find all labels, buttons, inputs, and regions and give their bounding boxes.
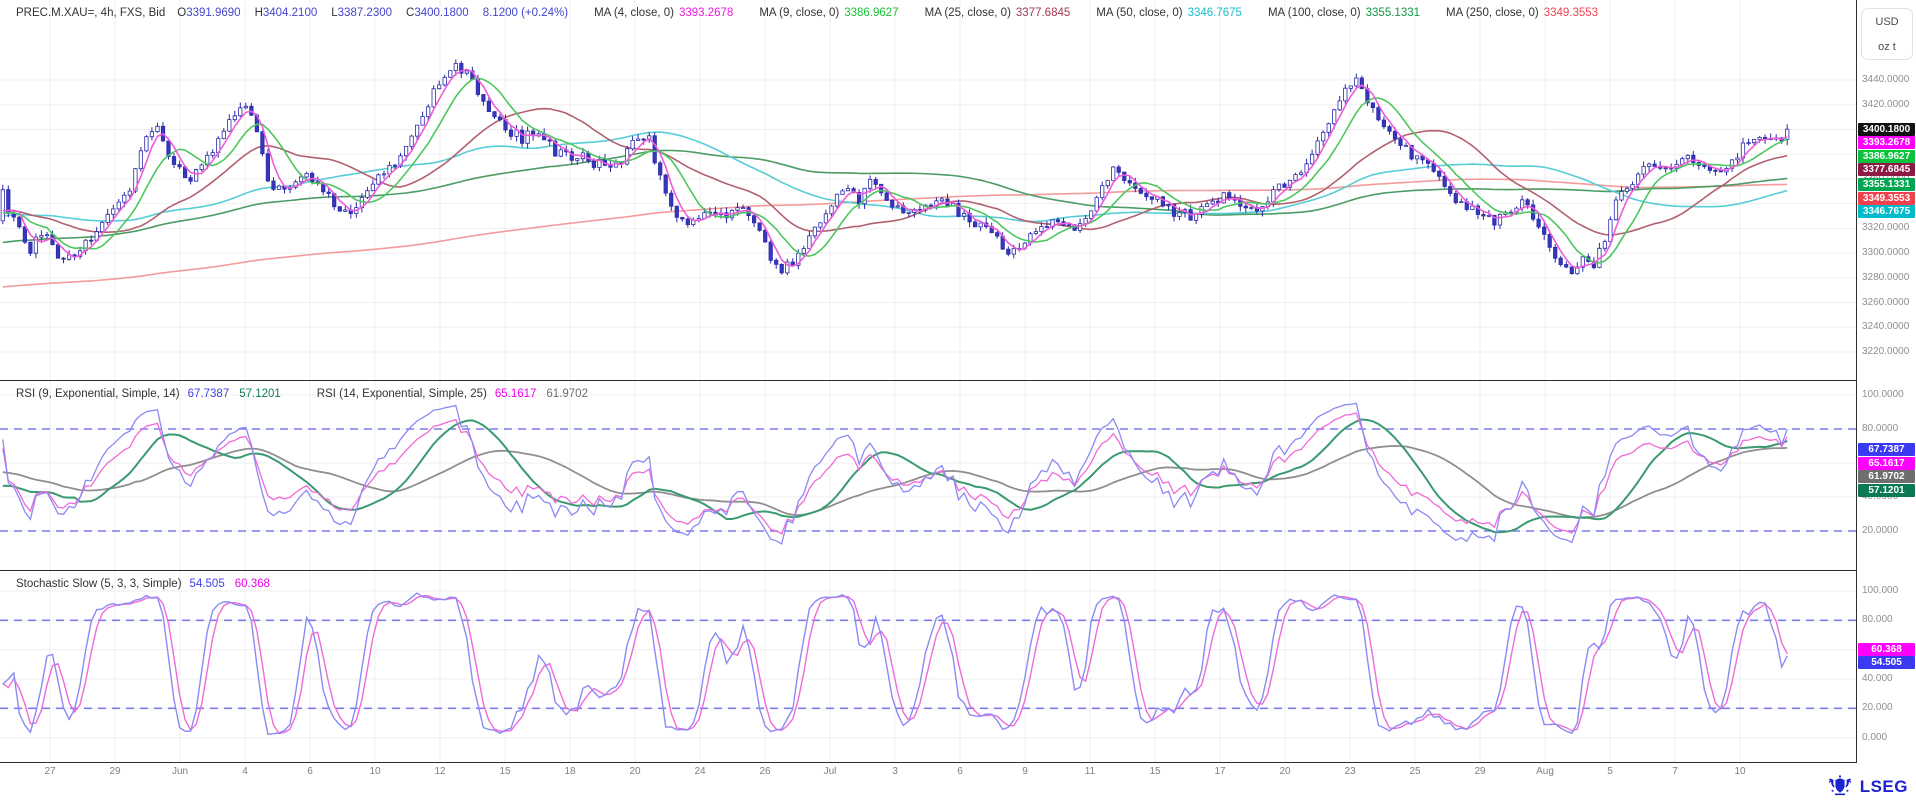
x-axis-label: 27 xyxy=(44,766,56,777)
ma-legend-item[interactable]: MA (25, close, 0) 3377.6845 xyxy=(924,7,1071,19)
x-axis-label: Jul xyxy=(823,766,837,777)
rsi-legend[interactable]: RSI (9, Exponential, Simple, 14) 67.7387 5… xyxy=(16,388,624,400)
instrument-title: PREC.M.XAU=, 4h, FXS, Bid xyxy=(16,7,166,19)
y-axis-label: 3420.0000 xyxy=(1862,98,1910,110)
x-axis-label: Aug xyxy=(1536,766,1554,777)
price-badge: 61.9702 xyxy=(1858,470,1915,484)
price-badge: 3400.1800 xyxy=(1858,122,1915,136)
y-axis-label: 3260.0000 xyxy=(1862,296,1910,308)
price-badge: 54.505 xyxy=(1858,656,1915,670)
x-axis-label: 7 xyxy=(1672,766,1678,777)
stochastic-legend[interactable]: Stochastic Slow (5, 3, 3, Simple) 54.505 6… xyxy=(16,578,306,590)
price-badge: 57.1201 xyxy=(1858,483,1915,497)
main-price-panel[interactable] xyxy=(0,0,1856,381)
lseg-crest-icon xyxy=(1828,775,1852,796)
ma-legend[interactable]: MA (4, close, 0) 3393.2678 MA (9, close, 0… xyxy=(594,7,1624,19)
stochastic-panel[interactable] xyxy=(0,571,1856,763)
ohlc-field: H 3404.2100 xyxy=(254,7,318,19)
ma-legend-item[interactable]: MA (250, close, 0) 3349.3553 xyxy=(1446,7,1599,19)
x-axis-label: 5 xyxy=(1607,766,1613,777)
y-axis-label: 3300.0000 xyxy=(1862,247,1910,259)
price-badge: 60.368 xyxy=(1858,642,1915,656)
ohlc-field: O 3391.9690 xyxy=(177,7,241,19)
x-axis-label: Jun xyxy=(171,766,189,777)
y-axis-label: 3280.0000 xyxy=(1862,271,1910,283)
y-axis-label: 3440.0000 xyxy=(1862,74,1910,85)
y-axis-label: 100.0000 xyxy=(1862,389,1904,400)
x-axis-label: 20 xyxy=(1279,766,1291,777)
x-axis-label: 3 xyxy=(892,766,898,777)
x-axis-label: 9 xyxy=(1022,766,1028,777)
axis-unit-box: USD oz t xyxy=(1861,8,1913,60)
x-axis-label: 24 xyxy=(694,766,706,777)
y-axis-label: 20.000 xyxy=(1862,702,1893,714)
x-axis-label: 6 xyxy=(307,766,313,777)
price-axis-line xyxy=(1856,0,1857,763)
rsi-legend-item[interactable]: RSI (9, Exponential, Simple, 14) 67.7387 5… xyxy=(16,388,281,400)
ma-legend-item[interactable]: MA (100, close, 0) 3355.1331 xyxy=(1267,7,1421,19)
main-legend[interactable]: PREC.M.XAU=, 4h, FXS, Bid O 3391.9690 H 340… xyxy=(16,7,1624,19)
x-axis-label: 29 xyxy=(1474,766,1486,777)
x-axis-label: 15 xyxy=(1149,766,1161,777)
price-badge: 67.7387 xyxy=(1858,443,1915,457)
x-axis-label: 26 xyxy=(759,766,771,777)
x-axis-label: 12 xyxy=(434,766,446,777)
lseg-logo-text: LSEG xyxy=(1859,777,1908,796)
y-axis-label: 0.000 xyxy=(1862,731,1888,743)
price-badge: 3355.1331 xyxy=(1858,178,1915,192)
y-axis-label: 3240.0000 xyxy=(1862,321,1910,333)
y-axis-label: 80.0000 xyxy=(1862,423,1899,434)
price-badge: 3386.9627 xyxy=(1858,149,1915,163)
price-badge: 3377.6845 xyxy=(1858,163,1915,177)
x-axis-label: 15 xyxy=(499,766,511,777)
x-axis-label: 29 xyxy=(109,766,121,777)
ma-legend-item[interactable]: MA (9, close, 0) 3386.9627 xyxy=(759,7,899,19)
price-badge: 3393.2678 xyxy=(1858,136,1915,150)
y-axis-label: 20.0000 xyxy=(1862,525,1899,536)
x-axis-label: 25 xyxy=(1409,766,1421,777)
x-axis-label: 23 xyxy=(1344,766,1356,777)
x-axis-label: 10 xyxy=(1734,766,1746,777)
unit-currency: USD xyxy=(1875,15,1899,28)
ma-legend-item[interactable]: MA (4, close, 0) 3393.2678 xyxy=(594,7,734,19)
x-axis-label: 20 xyxy=(629,766,641,777)
rsi-legend-item[interactable]: RSI (14, Exponential, Simple, 25) 65.1617… xyxy=(316,388,588,400)
x-axis-label: 10 xyxy=(369,766,381,777)
ma-legend-item[interactable]: MA (50, close, 0) 3346.7675 xyxy=(1096,7,1242,19)
y-axis-label: 100.000 xyxy=(1862,585,1899,596)
y-axis-label: 40.000 xyxy=(1862,673,1893,684)
lseg-logo: LSEG xyxy=(1825,775,1908,799)
unit-weight: oz t xyxy=(1878,40,1896,53)
x-axis-label: 4 xyxy=(242,766,248,777)
ohlc-field: C 3400.1800 xyxy=(406,7,469,19)
rsi-panel[interactable] xyxy=(0,381,1856,571)
price-badge: 3349.3553 xyxy=(1858,191,1915,205)
x-axis-label: 11 xyxy=(1084,766,1096,777)
x-axis-label: 6 xyxy=(957,766,963,777)
ohlc-values: O 3391.9690 H 3404.2100 L 3387.2300 C 3400.1800 xyxy=(177,7,482,19)
x-axis-label: 18 xyxy=(564,766,576,777)
x-axis-label: 17 xyxy=(1214,766,1226,777)
price-badge: 65.1617 xyxy=(1858,456,1915,470)
y-axis-label: 3360.0000 xyxy=(1862,173,1909,184)
y-axis-label: 3220.0000 xyxy=(1862,346,1910,357)
stoch-legend-item[interactable]: Stochastic Slow (5, 3, 3, Simple) 54.505 6… xyxy=(16,578,270,590)
change-value: 8.1200 (+0.24%) xyxy=(482,7,569,19)
y-axis-label: 3320.0000 xyxy=(1862,222,1910,234)
price-badge: 3346.7675 xyxy=(1858,205,1915,219)
ohlc-field: L 3387.2300 xyxy=(331,7,393,19)
y-axis-label: 80.000 xyxy=(1862,614,1893,626)
